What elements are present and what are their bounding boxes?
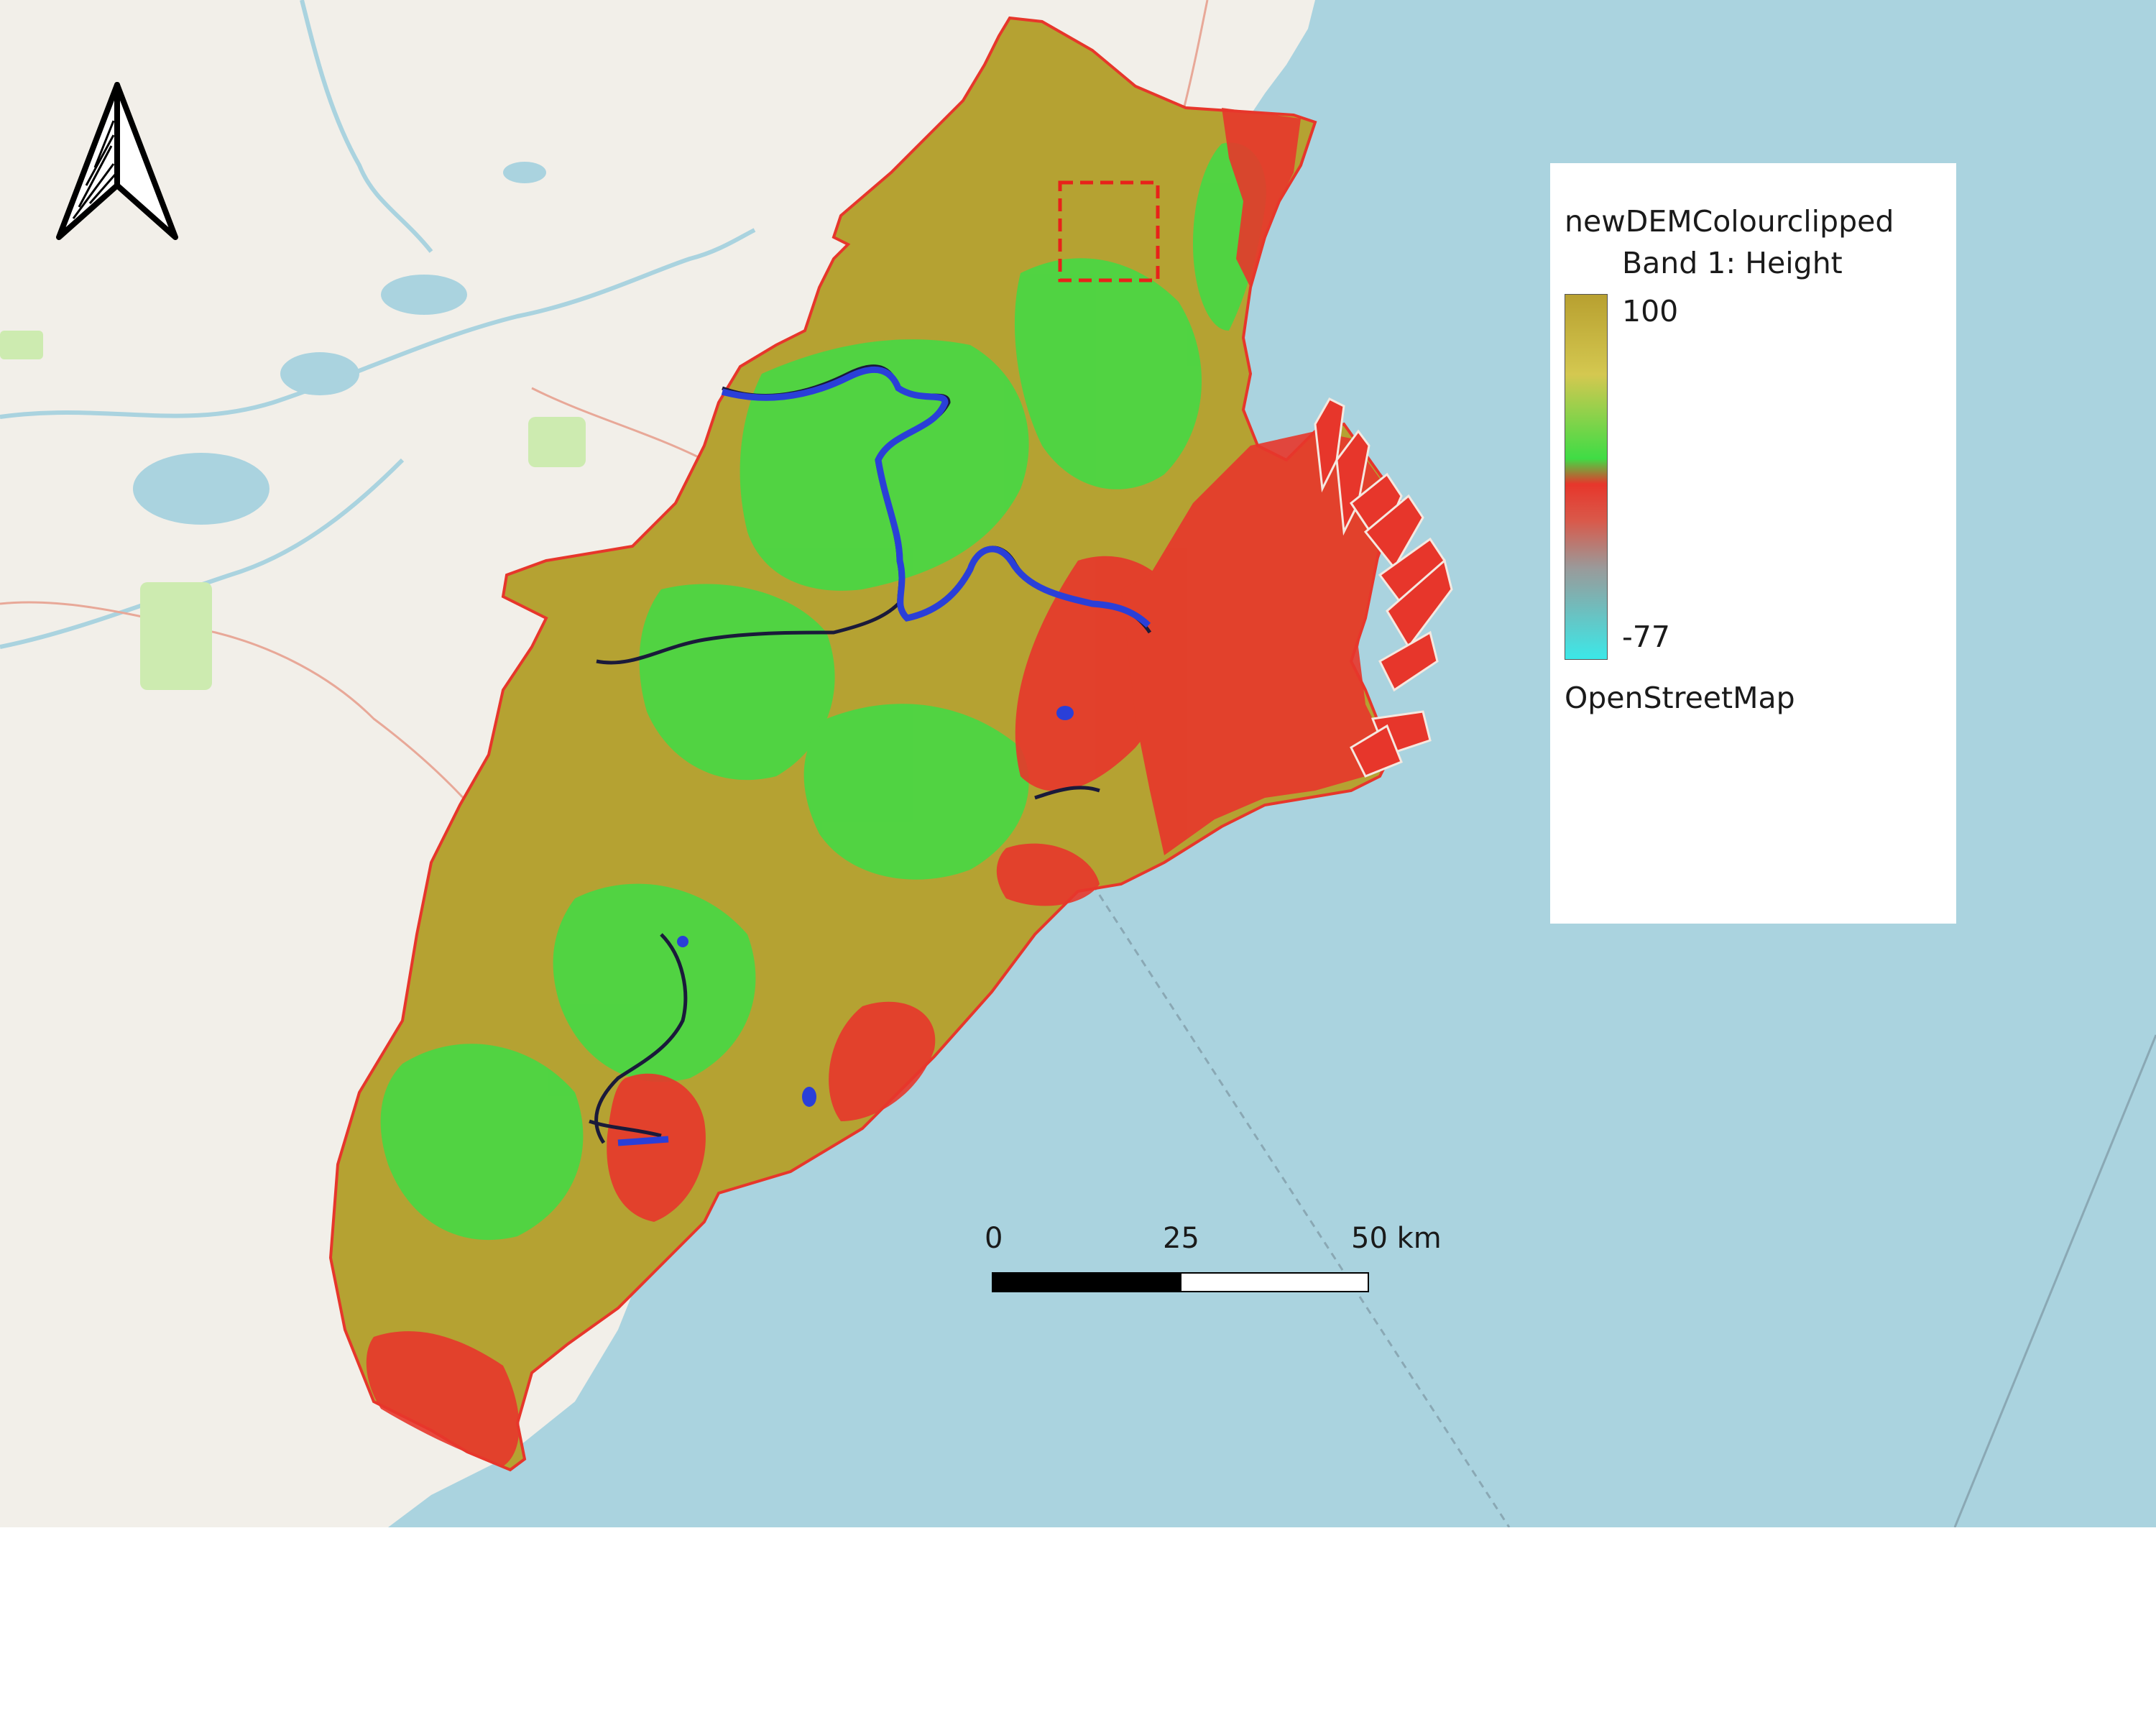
basemap-green-areas	[0, 331, 586, 690]
main-river	[617, 366, 1151, 1146]
legend-max-value: 100	[1622, 294, 1679, 328]
scale-bar-segment-2	[1180, 1272, 1369, 1292]
small-water-bodies	[677, 706, 1074, 1107]
map-legend: newDEMColourclipped Band 1: Height 100 -…	[1550, 163, 1956, 924]
study-area-box	[1058, 180, 1160, 282]
legend-layer-name: newDEMColourclipped	[1565, 204, 1894, 239]
basemap-water-features	[133, 162, 546, 525]
offshore-boundary-line-2	[1953, 1034, 2156, 1527]
scale-label-50km: 50 km	[1351, 1222, 1442, 1255]
offshore-boundary-line	[1091, 883, 1511, 1527]
legend-band-label: Band 1: Height	[1622, 246, 1843, 280]
basemap-rivers	[0, 0, 756, 649]
delta-lobes	[1314, 397, 1453, 778]
map-canvas[interactable]: newDEMColourclipped Band 1: Height 100 -…	[0, 0, 2156, 1527]
legend-min-value: -77	[1622, 620, 1670, 654]
legend-color-ramp	[1565, 294, 1608, 660]
scale-label-25: 25	[1163, 1222, 1199, 1255]
scale-label-0: 0	[985, 1222, 1003, 1255]
scale-bar-segment-1	[992, 1272, 1180, 1292]
north-arrow-icon	[56, 82, 178, 240]
legend-basemap-label: OpenStreetMap	[1565, 681, 1795, 715]
dem-low-elevation	[366, 108, 1394, 1466]
